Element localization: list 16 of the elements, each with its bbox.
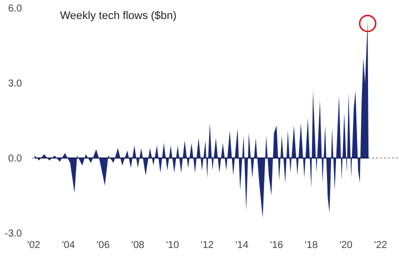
x-tick-label: '18 (304, 240, 318, 251)
y-tick-label: 3.0 (8, 78, 22, 90)
y-tick-label: 0.0 (8, 154, 22, 164)
x-tick-label: '02 (27, 240, 41, 251)
x-tick-label: '08 (131, 240, 145, 251)
x-tick-label: '16 (270, 240, 284, 251)
y-tick-label: -3.0 (4, 228, 22, 240)
x-tick-label: '22 (374, 240, 388, 251)
x-tick-label: '20 (339, 240, 353, 251)
x-tick-label: '10 (166, 240, 180, 251)
x-tick-label: '06 (96, 240, 110, 251)
chart-title: Weekly tech flows ($bn) (60, 10, 177, 22)
x-tick-label: '14 (235, 240, 249, 251)
x-tick-label: '04 (62, 240, 76, 251)
x-tick-label: '12 (200, 240, 214, 251)
y-tick-label: 6.0 (8, 4, 22, 14)
